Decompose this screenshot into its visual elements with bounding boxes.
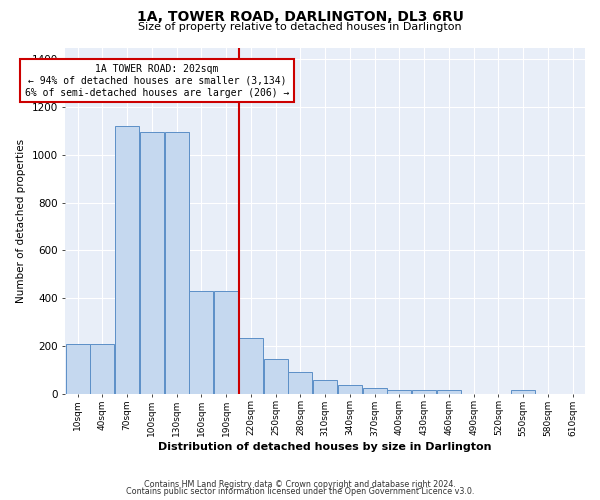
Text: Contains public sector information licensed under the Open Government Licence v3: Contains public sector information licen… <box>126 487 474 496</box>
Text: 1A, TOWER ROAD, DARLINGTON, DL3 6RU: 1A, TOWER ROAD, DARLINGTON, DL3 6RU <box>137 10 463 24</box>
Text: Size of property relative to detached houses in Darlington: Size of property relative to detached ho… <box>138 22 462 32</box>
Bar <box>338 384 362 394</box>
Bar <box>289 372 313 394</box>
Bar <box>362 388 386 394</box>
Y-axis label: Number of detached properties: Number of detached properties <box>16 138 26 302</box>
Text: 1A TOWER ROAD: 202sqm
← 94% of detached houses are smaller (3,134)
6% of semi-de: 1A TOWER ROAD: 202sqm ← 94% of detached … <box>25 64 289 98</box>
Bar <box>388 390 412 394</box>
Bar <box>412 390 436 394</box>
Bar <box>91 344 115 394</box>
Bar <box>214 291 238 394</box>
Bar <box>164 132 188 394</box>
Bar <box>239 338 263 394</box>
X-axis label: Distribution of detached houses by size in Darlington: Distribution of detached houses by size … <box>158 442 492 452</box>
Bar <box>437 390 461 394</box>
Bar <box>65 344 89 394</box>
Bar <box>263 358 287 394</box>
Bar <box>511 390 535 394</box>
Bar <box>115 126 139 394</box>
Bar <box>140 132 164 394</box>
Bar <box>190 291 214 394</box>
Bar <box>313 380 337 394</box>
Text: Contains HM Land Registry data © Crown copyright and database right 2024.: Contains HM Land Registry data © Crown c… <box>144 480 456 489</box>
